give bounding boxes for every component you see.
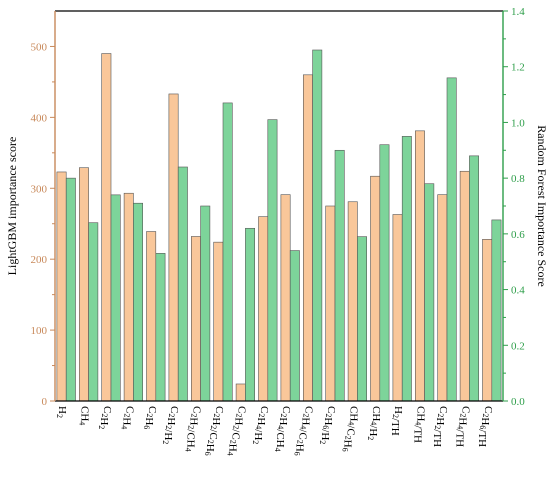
bar-random-forest [155,253,166,402]
y-tick-label: 100 [31,325,48,337]
bar-lightgbm [459,170,470,402]
bar-lightgbm [101,53,112,402]
y-tick-label: 400 [31,112,48,124]
bar-random-forest [267,119,278,402]
x-tick-label: H2 [55,406,68,418]
x-tick-label: CH4/C2H6 [341,406,360,452]
bar-random-forest [469,155,479,402]
x-tick-label: C2H2/C2H4 [226,406,248,456]
y2-tick-label: 0.4 [511,285,525,297]
y2-tick-label: 0.0 [511,396,525,408]
y-axis-label: LightGBM importance score [5,137,19,276]
bar-random-forest [379,144,390,402]
x-tick-label: C2H2 [97,406,113,429]
y2-tick-label: 1.2 [511,62,525,74]
bar-random-forest [222,102,233,402]
x-tick-label: C2H6/H2 [318,406,337,444]
y-tick-label: 300 [31,183,48,195]
bar-random-forest [200,205,211,402]
x-tick-label: CH4 [78,406,91,425]
bar-lightgbm [79,167,89,402]
bar-lightgbm [392,214,403,402]
x-tick-label: C2H4/CH4 [273,406,292,452]
x-tick-label: C2H4/TH [454,406,472,447]
bars-group [56,49,502,402]
bar-random-forest [65,177,76,402]
bar-lightgbm [191,236,201,402]
bar-random-forest [334,149,345,402]
y-tick-label: 200 [31,254,48,266]
bar-lightgbm [302,74,313,402]
bar-random-forest [177,166,188,402]
bar-lightgbm [258,216,269,402]
bar-lightgbm [168,93,179,402]
bar-lightgbm [213,241,224,402]
bar-random-forest [401,136,412,402]
x-tick-label: C2H4/H2 [251,406,270,444]
x-tick-label: CH4/TH [412,406,427,443]
bar-lightgbm [414,130,425,402]
y2-tick-label: 0.2 [511,340,525,352]
x-tick-label: C2H4/C2H6 [293,406,315,456]
x-tick-label: C2H2/C2H6 [203,406,225,456]
bar-lightgbm [146,231,157,402]
bar-random-forest [424,183,435,402]
bar-lightgbm [325,205,336,402]
y-tick-label: 500 [31,41,48,53]
bar-lightgbm [347,201,358,402]
x-tick-label: C2H4 [120,406,136,429]
y-tick-label: 0 [42,396,48,408]
x-tick-label: H2/TH [390,406,405,436]
y2-tick-label: 1.0 [511,117,525,129]
bar-lightgbm [280,194,291,402]
bar-random-forest [88,222,99,402]
bar-random-forest [110,194,121,402]
bar-random-forest [491,219,502,402]
y2-tick-label: 0.6 [511,229,525,241]
axes-group: 0 100 200 300 400 500 0.0 0.2 0.4 0.6 0.8 1.0 1.2 1.4… [31,6,526,456]
x-tick-label: CH4/H2 [366,406,382,440]
bar-random-forest [289,250,300,402]
y2-axis-label: Random Forest Importance Score [535,125,549,287]
bar-random-forest [133,202,143,402]
bar-lightgbm [437,194,448,402]
bar-random-forest [446,77,457,402]
y2-tick-label: 1.4 [511,6,525,18]
bar-lightgbm [56,171,67,402]
x-tick-label: C2H2/CH4 [184,406,203,452]
bar-random-forest [357,236,367,402]
bar-lightgbm [235,383,246,402]
bar-lightgbm [370,175,381,402]
bar-random-forest [312,49,323,402]
x-tick-label: C2H2/H2 [161,406,180,444]
bar-lightgbm [482,239,493,402]
bar-lightgbm [123,192,134,402]
y2-tick-label: 0.8 [511,173,525,185]
x-tick-label: C2H2/TH [431,406,449,447]
x-tick-label: C2H6 [142,406,158,429]
bar-random-forest [245,227,255,402]
x-tick-label: C2H6/TH [476,406,494,447]
